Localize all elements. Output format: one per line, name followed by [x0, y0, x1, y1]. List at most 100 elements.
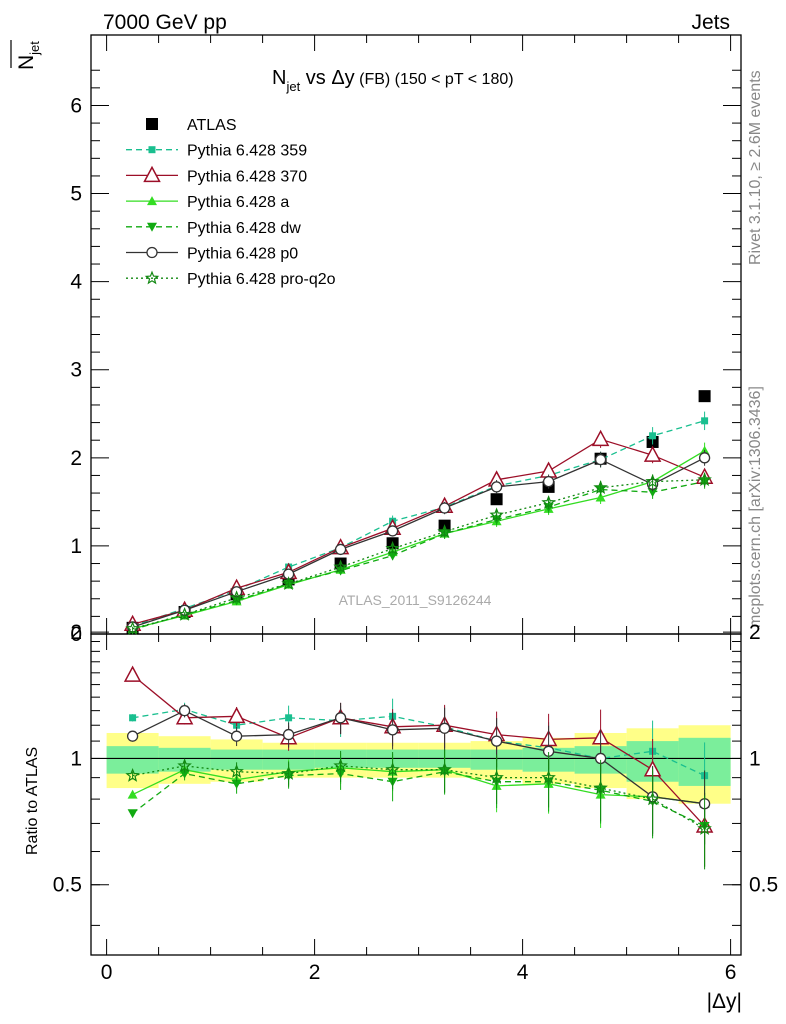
ratio-point-p359 [285, 714, 293, 722]
series-pdw [127, 474, 710, 635]
mcplots-label: mcplots.cern.ch [arXiv:1306.3436] [747, 386, 764, 628]
legend-marker-p359 [148, 146, 156, 154]
ratio-point-pp0 [490, 735, 503, 747]
ratio-point-pq2o [177, 758, 192, 773]
legend-entry-pdw: Pythia 6.428 dw [126, 220, 301, 237]
data-point-pq2o [281, 576, 296, 590]
data-point-p370 [591, 429, 610, 447]
legend-label-p359: Pythia 6.428 359 [187, 143, 307, 160]
legend-marker-atlas [146, 118, 158, 130]
y-axis-label-n: N [15, 55, 38, 70]
main-ytick-label: 5 [70, 183, 82, 206]
ratio-point-pq2o [593, 780, 608, 795]
ratio-line-pdw [132, 771, 705, 827]
main-ytick-label: 1 [70, 535, 82, 558]
legend-entry-atlas: ATLAS [146, 117, 237, 134]
main-ytick-label: 4 [70, 271, 82, 294]
data-point-atlas [490, 493, 503, 506]
data-point-pq2o [489, 507, 504, 522]
header-right: Jets [691, 11, 730, 34]
ratio-ytick-label-right: 2 [749, 621, 761, 644]
data-point-pa [595, 492, 606, 502]
ratio-point-pp0 [178, 705, 191, 717]
main-plot-axes: 0 1 2 3 4 5 6 [70, 34, 742, 646]
ratio-point-pq2o [333, 758, 348, 773]
chart-title-n: N [272, 67, 286, 89]
legend-entry-p370: Pythia 6.428 370 [126, 165, 307, 185]
chart-title-delta: Δy [331, 67, 354, 89]
ratio-point-pq2o [385, 762, 400, 776]
y-axis-label: Njet [10, 40, 42, 70]
ratio-plot-series [123, 665, 714, 870]
x-axis-label: |Δy| [707, 990, 742, 1013]
ratio-point-pdw [231, 779, 242, 789]
series-line-p359 [132, 420, 705, 627]
data-point-p370 [643, 445, 662, 462]
main-ytick-label: 6 [70, 94, 82, 117]
ratio-point-pa [127, 789, 138, 799]
ratio-line-p359 [132, 708, 705, 777]
data-point-pq2o [229, 590, 244, 605]
legend-label-pp0: Pythia 6.428 p0 [187, 246, 298, 263]
series-pq2o [125, 472, 712, 635]
band-inner-2 [210, 749, 263, 770]
ratio-point-pq2o [281, 765, 296, 780]
chart-title-fb: (FB) [355, 71, 395, 88]
ratio-line-pp0 [132, 709, 705, 805]
data-point-pq2o [645, 473, 660, 488]
legend-label-pdw: Pythia 6.428 dw [187, 220, 301, 237]
ratio-ytick-label: 2 [70, 621, 82, 644]
legend-label-p370: Pythia 6.428 370 [187, 168, 307, 185]
legend-entry-pa: Pythia 6.428 a [126, 194, 289, 211]
ratio-ytick-label: 1 [70, 747, 82, 770]
data-point-pp0 [698, 452, 711, 464]
legend-marker-pa [147, 196, 157, 206]
ratio-plot-axes: 0.5 0.51 12 20 2 4 6 [53, 621, 778, 984]
chart-title-sub: jet [285, 79, 300, 94]
ratio-point-pp0 [230, 730, 243, 742]
data-point-pp0 [594, 453, 607, 466]
y-axis-label-sub: jet [27, 41, 42, 56]
data-point-pq2o [125, 621, 140, 635]
chart-title: Njet vs Δy (FB) (150 < pT < 180) [272, 67, 514, 94]
legend-marker-pdw [147, 222, 157, 232]
legend-entry-p359: Pythia 6.428 359 [126, 143, 307, 160]
ratio-series-pp0 [126, 702, 711, 845]
ratio-line-pa [132, 767, 705, 805]
ratio-point-pp0 [334, 712, 347, 724]
ratio-line-pq2o [132, 765, 705, 830]
data-point-pdw [387, 551, 398, 561]
series-line-pa [132, 450, 705, 630]
legend-marker-pp0 [146, 246, 158, 259]
ratio-uncertainty-bands [106, 725, 731, 804]
data-point-pq2o [333, 559, 348, 574]
ratio-point-p359 [129, 714, 137, 722]
legend-marker-pq2o [144, 270, 160, 285]
ratio-ytick-label-right: 1 [749, 747, 761, 770]
ratio-point-pq2o [125, 768, 140, 782]
ratio-point-pq2o [229, 764, 244, 778]
data-point-pp0 [542, 475, 555, 488]
x-tick-label: 0 [101, 961, 113, 984]
series-line-p370 [132, 438, 705, 625]
ratio-axis-label: Ratio to ATLAS [24, 747, 41, 855]
data-point-pq2o [697, 472, 712, 487]
data-point-pq2o [593, 480, 608, 494]
legend-label-pa: Pythia 6.428 a [187, 194, 289, 211]
ratio-line-p370 [132, 674, 706, 827]
ratio-point-pq2o [437, 762, 452, 776]
legend-label-atlas: ATLAS [187, 117, 237, 134]
data-point-p359 [701, 417, 709, 425]
data-point-pp0 [334, 543, 347, 556]
data-point-pq2o [541, 495, 556, 509]
data-point-pp0 [438, 502, 451, 514]
data-point-pq2o [385, 540, 400, 555]
header-left: 7000 GeV pp [103, 11, 227, 34]
main-ytick-label: 0 [70, 623, 82, 646]
ratio-series-pq2o [125, 749, 712, 870]
ratio-point-pp0 [126, 730, 139, 742]
series-line-pp0 [132, 457, 705, 628]
data-point-p359 [649, 432, 657, 440]
legend-label-pq2o: Pythia 6.428 pro-q2o [187, 271, 336, 288]
